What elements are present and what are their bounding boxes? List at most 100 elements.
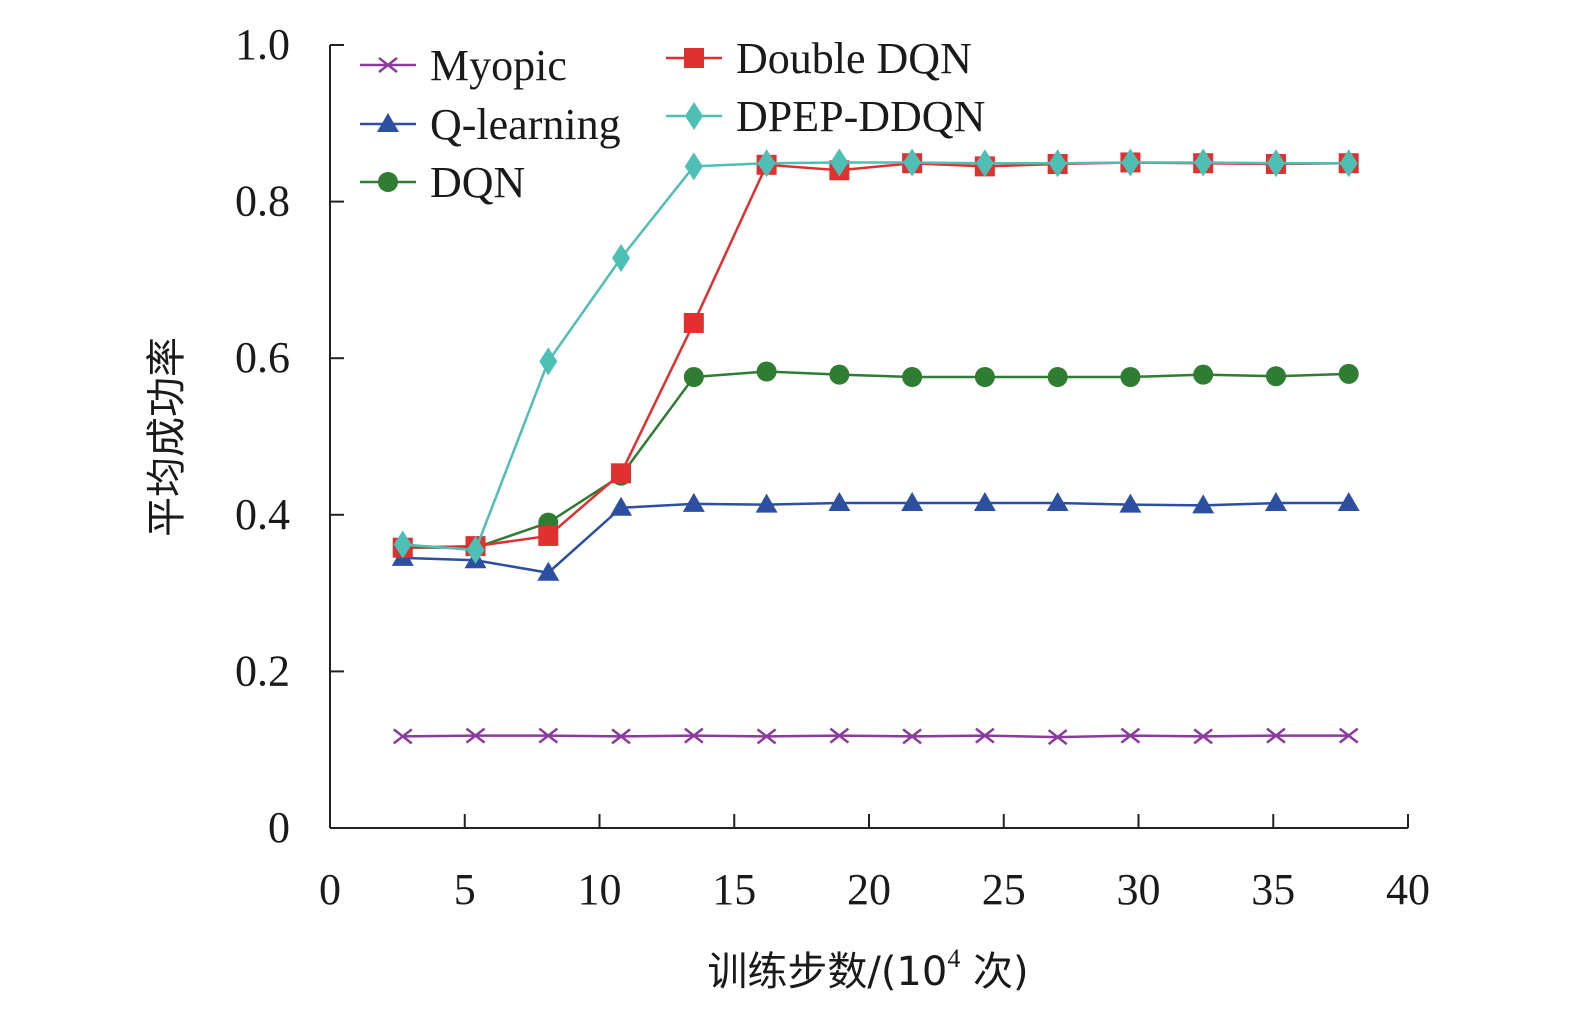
- data-point-double-dqn: [538, 525, 559, 546]
- legend-label: DPEP-DDQN: [736, 92, 985, 141]
- data-point-q-learning: [1119, 493, 1142, 513]
- data-point-myopic: [1120, 727, 1141, 744]
- data-point-myopic: [1338, 727, 1359, 744]
- x-tick-label: 25: [982, 865, 1026, 914]
- data-point-q-learning: [973, 492, 996, 512]
- data-point-dqn: [1120, 366, 1141, 387]
- x-tick-label: 5: [454, 865, 476, 914]
- axes: 0 0.2 0.4 0.6 0.8 1.0 0 5 10 15 20 25 30 35 40: [235, 20, 1430, 914]
- series-q-learning: [391, 492, 1360, 581]
- legend-label: Q-learning: [430, 100, 621, 149]
- data-point-dpep-ddqn: [1121, 148, 1140, 177]
- x-axis-title: 训练步数/(104 次): [707, 944, 1028, 995]
- y-tick-label: 1.0: [235, 20, 290, 69]
- data-point-q-learning: [1046, 492, 1069, 512]
- legend-item-dqn: DQN: [360, 158, 525, 207]
- data-point-dqn: [1265, 366, 1286, 387]
- x-tick-label: 10: [578, 865, 622, 914]
- data-point-q-learning: [537, 561, 560, 581]
- data-point-dpep-ddqn: [903, 148, 922, 177]
- x-axis-title-unit: 次): [960, 949, 1028, 995]
- x-tick-label: 35: [1251, 865, 1295, 914]
- data-point-q-learning: [828, 492, 851, 512]
- series-line-myopic: [402, 734, 1349, 739]
- legend-marker: [378, 57, 398, 73]
- data-point-q-learning: [1264, 492, 1287, 512]
- data-point-dqn: [829, 364, 850, 385]
- x-tick-label: 40: [1386, 865, 1430, 914]
- data-point-dqn: [683, 366, 704, 387]
- data-point-double-dqn: [611, 463, 632, 484]
- y-axis-title: 平均成功率: [144, 337, 190, 537]
- data-point-dqn: [902, 366, 923, 387]
- legend-marker: [685, 102, 703, 130]
- data-point-dpep-ddqn: [1339, 149, 1358, 178]
- series-dpep-ddqn: [393, 148, 1358, 565]
- data-point-q-learning: [1192, 494, 1215, 514]
- data-point-myopic: [684, 727, 704, 744]
- data-point-dpep-ddqn: [757, 149, 776, 178]
- data-point-myopic: [392, 728, 413, 745]
- data-point-dqn: [1338, 363, 1359, 384]
- data-point-myopic: [611, 728, 631, 745]
- data-point-dpep-ddqn: [830, 148, 849, 177]
- data-point-q-learning: [1337, 492, 1360, 512]
- legend-label: Myopic: [430, 41, 567, 90]
- series-line-dpep-ddqn: [402, 161, 1349, 552]
- series-myopic: [392, 727, 1359, 746]
- data-point-myopic: [1266, 727, 1286, 744]
- data-point-dpep-ddqn: [1194, 148, 1213, 177]
- legend-item-myopic: Myopic: [360, 41, 567, 90]
- data-point-myopic: [538, 727, 559, 744]
- x-tick-label: 0: [319, 865, 341, 914]
- legend-item-dpep-ddqn: DPEP-DDQN: [666, 92, 985, 141]
- data-point-dpep-ddqn: [612, 243, 631, 272]
- y-tick-label: 0.6: [235, 333, 290, 382]
- legend: Myopic Q-learning DQN Double DQN DPEP-DDQN: [360, 34, 985, 207]
- data-point-dpep-ddqn: [1048, 149, 1067, 178]
- x-axis-title-sup: 4: [947, 944, 960, 973]
- data-point-myopic: [1193, 728, 1213, 745]
- data-point-q-learning: [610, 496, 633, 516]
- data-point-dqn: [756, 361, 777, 382]
- y-tick-label: 0.8: [235, 177, 290, 226]
- x-tick-label: 20: [847, 865, 891, 914]
- legend-item-double-dqn: Double DQN: [666, 34, 972, 83]
- x-tick-label: 30: [1117, 865, 1161, 914]
- data-point-dpep-ddqn: [1266, 149, 1285, 178]
- data-point-double-dqn: [683, 312, 704, 333]
- legend-marker: [684, 48, 704, 68]
- data-point-myopic: [1047, 729, 1068, 746]
- series-line-q-learning: [402, 501, 1349, 575]
- legend-marker: [378, 172, 398, 192]
- legend-label: Double DQN: [736, 34, 972, 83]
- x-axis-title-main: 训练步数/(10: [707, 949, 947, 995]
- data-point-dpep-ddqn: [539, 347, 558, 376]
- series-line-dqn: [402, 370, 1349, 549]
- legend-item-q-learning: Q-learning: [360, 100, 621, 149]
- data-point-dqn: [1193, 364, 1214, 385]
- legend-marker: [377, 113, 399, 132]
- x-tick-label: 15: [712, 865, 756, 914]
- y-tick-label: 0.4: [235, 490, 290, 539]
- data-point-myopic: [756, 728, 777, 745]
- data-point-dpep-ddqn: [466, 536, 485, 565]
- data-point-dpep-ddqn: [975, 149, 994, 178]
- data-point-myopic: [829, 727, 850, 744]
- data-point-q-learning: [901, 492, 924, 512]
- series-double-dqn: [392, 152, 1359, 558]
- data-point-dpep-ddqn: [393, 530, 412, 559]
- data-point-q-learning: [755, 493, 778, 513]
- y-tick-label: 0: [268, 803, 290, 852]
- series-layer: [391, 148, 1360, 746]
- data-point-q-learning: [682, 492, 705, 512]
- data-point-dqn: [1047, 366, 1068, 387]
- data-point-myopic: [902, 728, 922, 745]
- data-point-dqn: [974, 366, 995, 387]
- data-point-dpep-ddqn: [684, 152, 703, 181]
- data-point-myopic: [465, 727, 486, 744]
- legend-label: DQN: [430, 158, 525, 207]
- data-point-myopic: [975, 727, 995, 744]
- y-tick-label: 0.2: [235, 646, 290, 695]
